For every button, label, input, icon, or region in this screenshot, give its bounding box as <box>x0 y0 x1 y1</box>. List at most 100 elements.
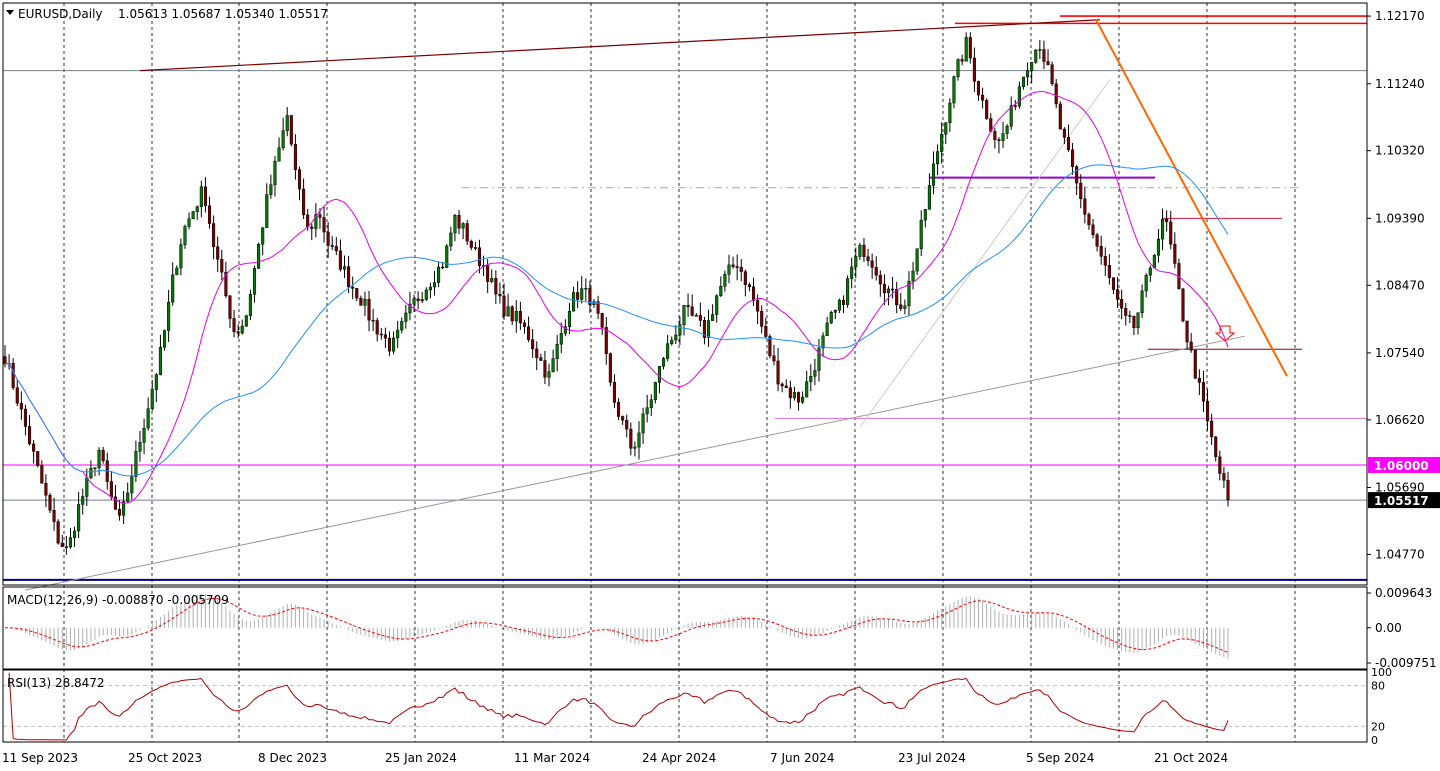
x-tick-label: 11 Mar 2024 <box>514 751 590 765</box>
candle-body <box>461 223 465 229</box>
y-tick-label: 1.10320 <box>1375 144 1425 158</box>
candle-body <box>702 320 706 338</box>
candle-body <box>993 131 997 140</box>
candle-body <box>387 337 392 352</box>
candle-body <box>841 299 846 305</box>
candle-body <box>1128 315 1132 317</box>
candlestick-series <box>3 32 1230 555</box>
candle-body <box>805 381 809 398</box>
candle-body <box>796 392 801 403</box>
rsi-indicator <box>3 672 1367 741</box>
candle-body <box>23 408 28 427</box>
candle-body <box>907 280 911 307</box>
main-panel-border <box>2 2 1368 586</box>
candle-body <box>224 271 228 297</box>
candle-body <box>400 321 404 331</box>
candle-body <box>338 250 342 270</box>
candle-body <box>866 256 870 262</box>
candle-body <box>1087 214 1091 226</box>
chart-frame <box>2 2 1368 743</box>
candle-body <box>97 449 101 469</box>
candle-body <box>1062 128 1066 138</box>
candle-body <box>15 387 19 404</box>
candle-body <box>371 319 375 322</box>
candle-body <box>661 358 666 367</box>
candle-body <box>997 139 1001 141</box>
candle-body <box>792 392 796 399</box>
price-axis: 1.12170 1.11240 1.10320 1.09390 1.08470 1.075… <box>1367 9 1440 747</box>
candle-body <box>854 256 858 268</box>
candle-body <box>297 169 302 190</box>
candle-body <box>1222 473 1226 481</box>
candle-body <box>64 546 68 548</box>
candle-body <box>175 267 179 276</box>
candle-body <box>559 333 563 345</box>
candle-body <box>821 335 825 349</box>
candle-body <box>1107 265 1111 278</box>
candle-body <box>723 274 727 287</box>
candle-body <box>1173 243 1177 264</box>
candle-body <box>408 303 412 314</box>
candle-body <box>608 353 612 383</box>
candle-body <box>1218 456 1222 474</box>
macd-label: MACD(12,26,9) -0.008870 -0.005709 <box>7 593 229 607</box>
candle-body <box>1066 137 1071 151</box>
dropdown-arrow-icon[interactable] <box>6 10 14 15</box>
symbol-header[interactable]: EURUSD,Daily 1.05613 1.05687 1.05340 1.0… <box>6 7 328 21</box>
candle-body <box>203 186 207 207</box>
candle-body <box>682 305 686 325</box>
candle-body <box>85 477 89 497</box>
candle-body <box>555 343 559 359</box>
candle-body <box>731 264 735 267</box>
candle-body <box>486 265 490 282</box>
candle-body <box>817 347 821 371</box>
candle-body <box>952 76 956 104</box>
candle-body <box>874 267 878 276</box>
candle-body <box>130 476 134 494</box>
candle-body <box>285 115 289 131</box>
candle-body <box>625 419 629 430</box>
candle-body <box>404 312 408 322</box>
candle-body <box>281 130 285 149</box>
candle-body <box>1210 420 1214 438</box>
candle-body <box>948 102 952 124</box>
candle-body <box>739 266 743 272</box>
candle-body <box>60 542 64 547</box>
candle-body <box>261 227 265 245</box>
candle-body <box>976 81 981 96</box>
rsi-tick-label: 0 <box>1371 734 1378 747</box>
candle-body <box>985 99 989 119</box>
candle-body <box>686 305 690 308</box>
moving-averages <box>4 91 1229 504</box>
candle-body <box>580 288 584 300</box>
candle-body <box>657 366 661 383</box>
candle-body <box>1030 62 1034 71</box>
candle-body <box>751 286 756 301</box>
candle-body <box>93 467 97 470</box>
y-tick-label: 1.09390 <box>1375 211 1425 225</box>
candle-body <box>11 363 15 388</box>
rsi-line <box>8 672 1229 741</box>
candle-body <box>837 299 841 311</box>
candle-body <box>420 299 424 302</box>
candle-body <box>678 324 682 336</box>
candle-body <box>126 492 130 502</box>
upper-trendline <box>139 19 1101 72</box>
candle-body <box>551 358 555 373</box>
candle-body <box>572 292 576 312</box>
candle-body <box>629 428 633 449</box>
candle-body <box>915 248 919 272</box>
candle-body <box>743 271 747 285</box>
candle-body <box>27 426 32 445</box>
candle-body <box>477 247 482 267</box>
candle-body <box>1026 70 1030 78</box>
candle-body <box>355 288 359 299</box>
rsi-label: RSI(13) 28.8472 <box>7 676 105 690</box>
candle-body <box>379 333 383 336</box>
candle-body <box>1161 218 1165 240</box>
candle-body <box>927 185 931 210</box>
candle-body <box>1034 49 1038 63</box>
candle-body <box>588 287 592 305</box>
candle-body <box>1120 299 1124 309</box>
